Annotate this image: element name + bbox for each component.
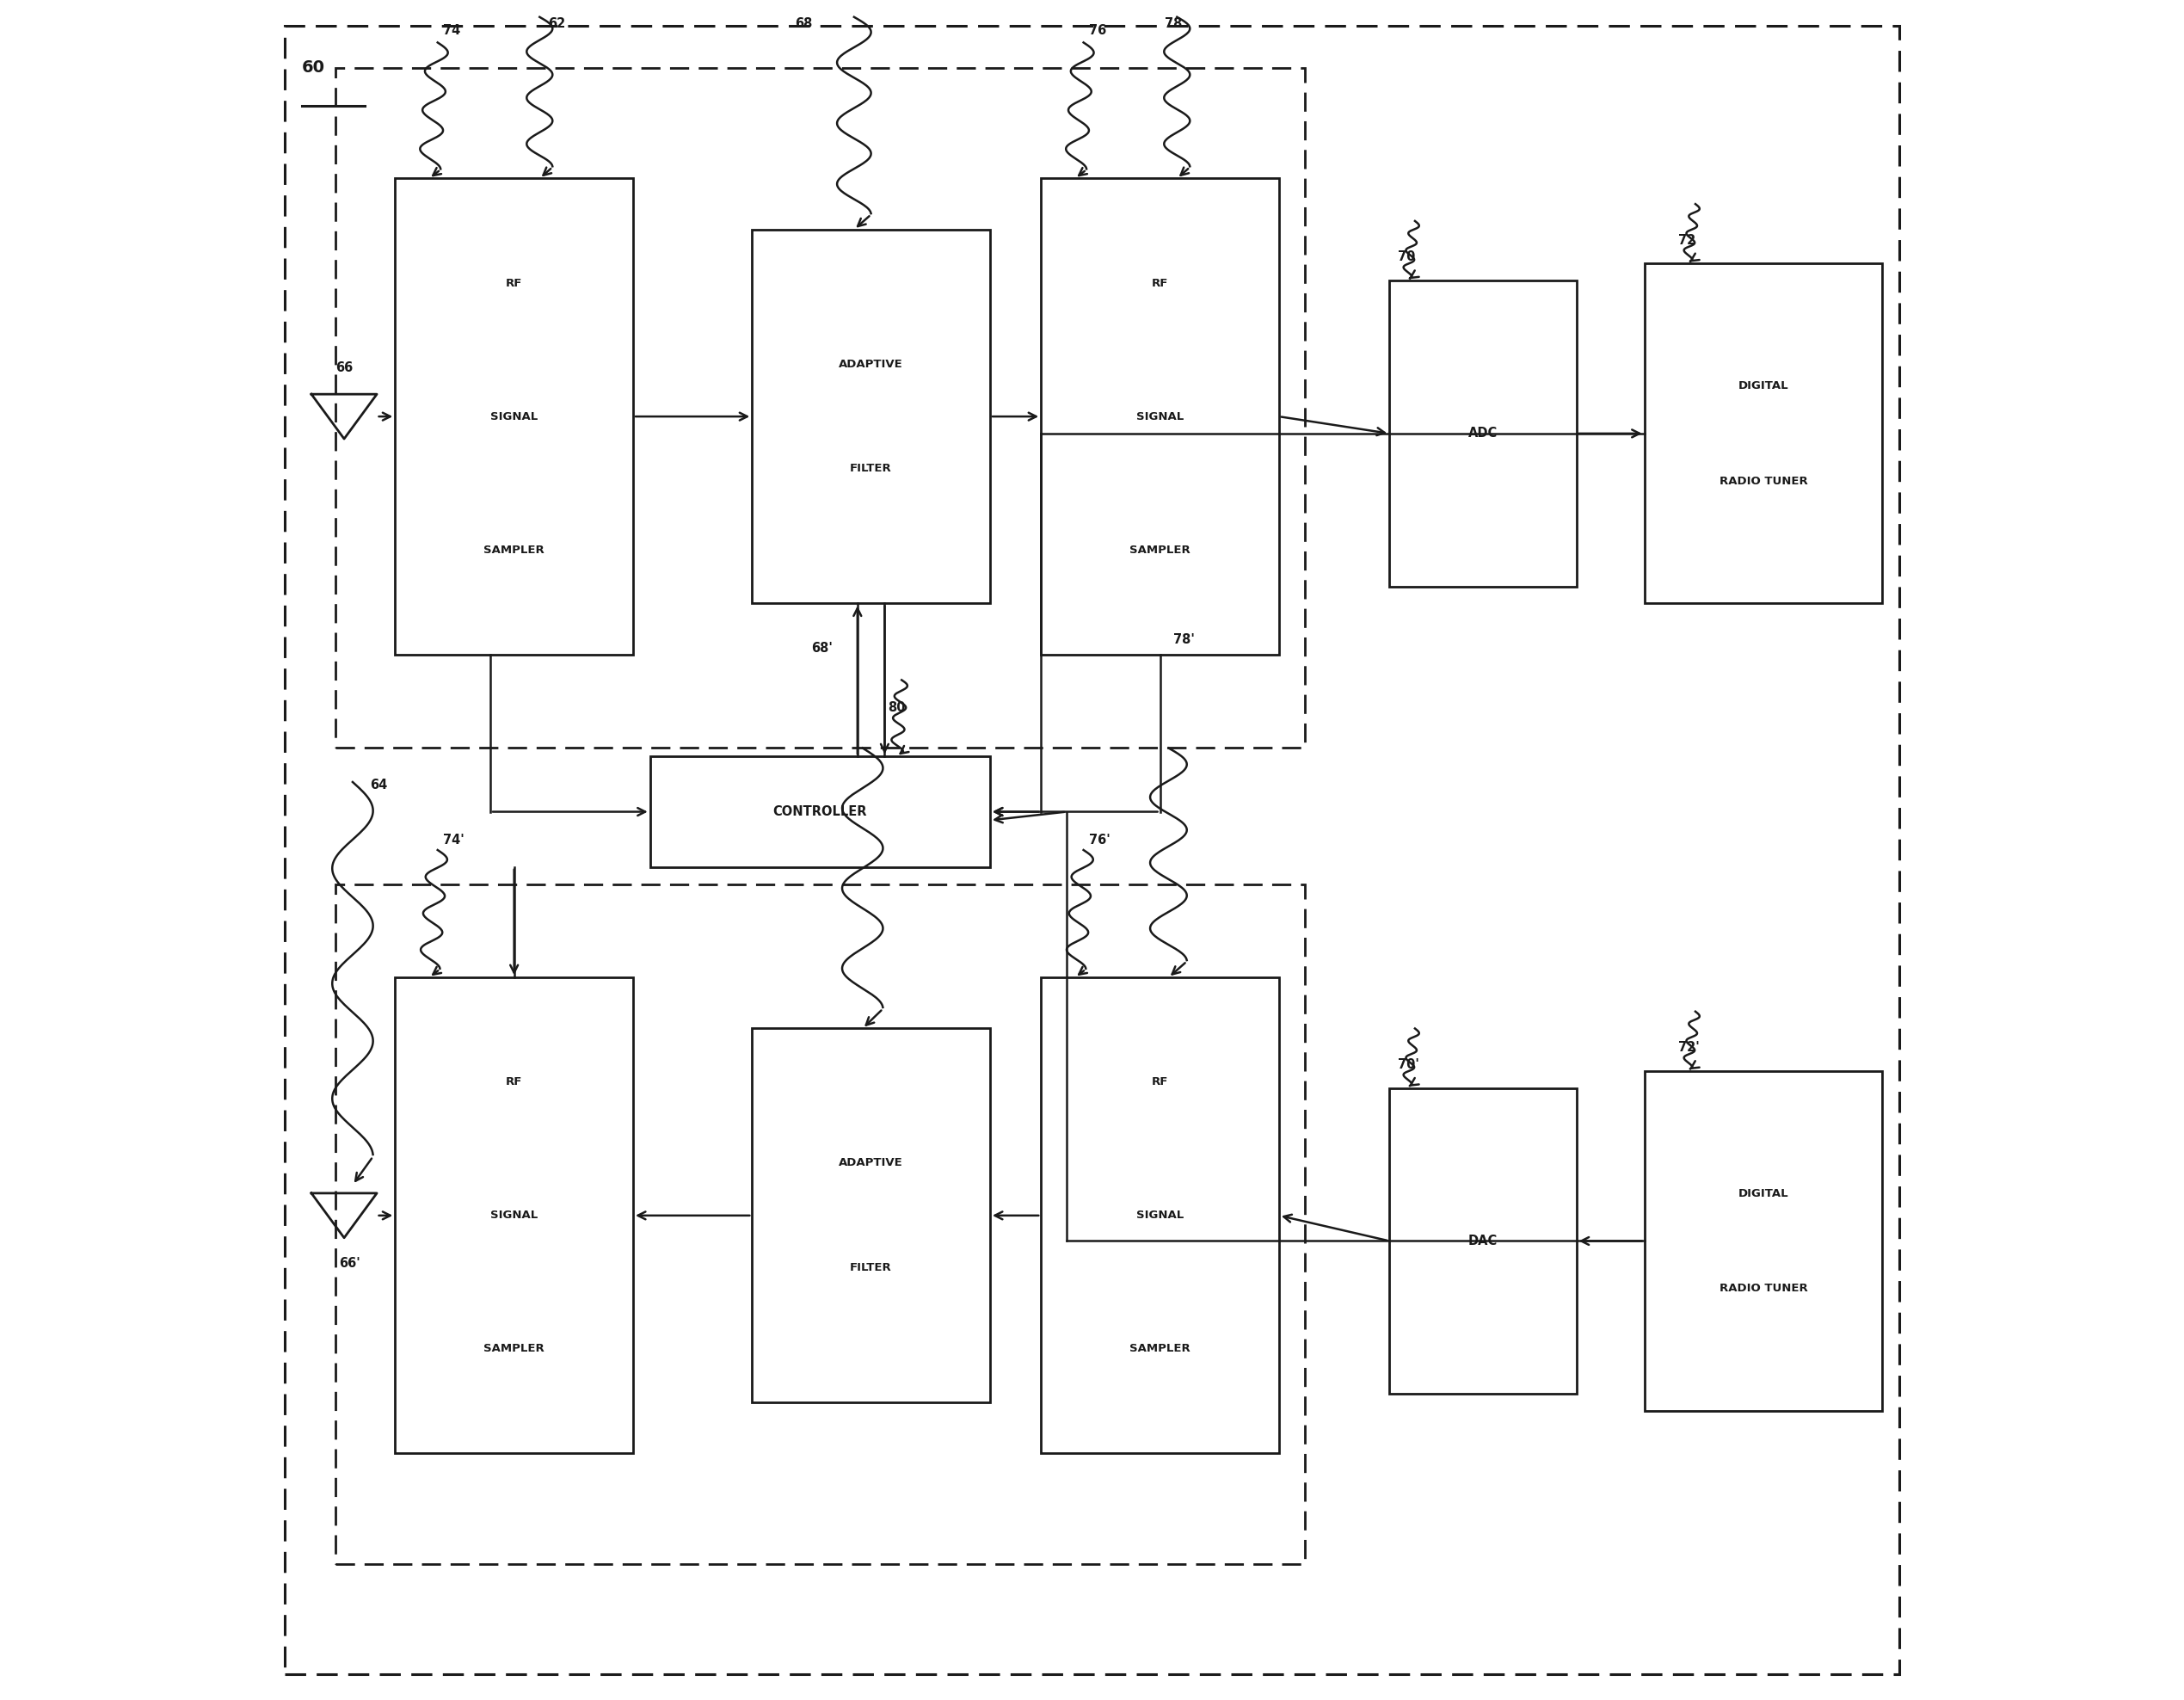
Bar xyxy=(751,1028,989,1402)
Text: ADAPTIVE: ADAPTIVE xyxy=(839,359,904,369)
Text: 70: 70 xyxy=(1398,250,1415,263)
Text: FILTER: FILTER xyxy=(850,464,891,474)
Text: SIGNAL: SIGNAL xyxy=(1136,1210,1184,1221)
Bar xyxy=(1389,280,1577,586)
Text: 74: 74 xyxy=(443,24,461,37)
Text: ADAPTIVE: ADAPTIVE xyxy=(839,1158,904,1168)
Text: 68': 68' xyxy=(812,641,832,654)
Bar xyxy=(336,884,1304,1564)
Text: 76: 76 xyxy=(1088,24,1105,37)
Text: SAMPLER: SAMPLER xyxy=(1129,1343,1190,1355)
Bar xyxy=(751,229,989,604)
Bar xyxy=(1645,1071,1883,1411)
Text: RADIO TUNER: RADIO TUNER xyxy=(1719,476,1808,486)
Bar xyxy=(1042,977,1280,1454)
Text: 62: 62 xyxy=(548,17,566,31)
Text: RF: RF xyxy=(507,1076,522,1088)
Text: RF: RF xyxy=(1151,1076,1168,1088)
Bar xyxy=(1389,1088,1577,1394)
Text: RADIO TUNER: RADIO TUNER xyxy=(1719,1284,1808,1294)
Bar xyxy=(395,977,633,1454)
Text: 66: 66 xyxy=(336,360,354,374)
Text: RF: RF xyxy=(1151,277,1168,289)
Text: 66': 66' xyxy=(339,1256,360,1270)
Text: DIGITAL: DIGITAL xyxy=(1738,1188,1789,1198)
Text: 70': 70' xyxy=(1398,1057,1420,1071)
Bar xyxy=(1042,178,1280,655)
Text: 60: 60 xyxy=(301,60,325,76)
Text: 80: 80 xyxy=(889,700,906,714)
Text: 78: 78 xyxy=(1164,17,1182,31)
Text: SAMPLER: SAMPLER xyxy=(483,544,544,556)
Text: 64: 64 xyxy=(369,779,387,792)
Text: 74': 74' xyxy=(443,833,463,847)
Text: RF: RF xyxy=(507,277,522,289)
Text: ADC: ADC xyxy=(1468,427,1498,440)
Text: DIGITAL: DIGITAL xyxy=(1738,381,1789,391)
Text: SAMPLER: SAMPLER xyxy=(1129,544,1190,556)
Text: 72: 72 xyxy=(1677,233,1695,246)
Text: FILTER: FILTER xyxy=(850,1263,891,1273)
Text: 68: 68 xyxy=(795,17,812,31)
Bar xyxy=(1645,263,1883,604)
Bar xyxy=(651,756,989,867)
Text: 72': 72' xyxy=(1677,1040,1699,1054)
Bar xyxy=(336,68,1304,748)
Text: 78': 78' xyxy=(1173,632,1195,646)
Text: SIGNAL: SIGNAL xyxy=(1136,411,1184,422)
Text: CONTROLLER: CONTROLLER xyxy=(773,806,867,818)
Text: DAC: DAC xyxy=(1468,1234,1498,1248)
Bar xyxy=(395,178,633,655)
Text: SAMPLER: SAMPLER xyxy=(483,1343,544,1355)
Text: SIGNAL: SIGNAL xyxy=(491,1210,537,1221)
Text: 76': 76' xyxy=(1088,833,1109,847)
Text: SIGNAL: SIGNAL xyxy=(491,411,537,422)
